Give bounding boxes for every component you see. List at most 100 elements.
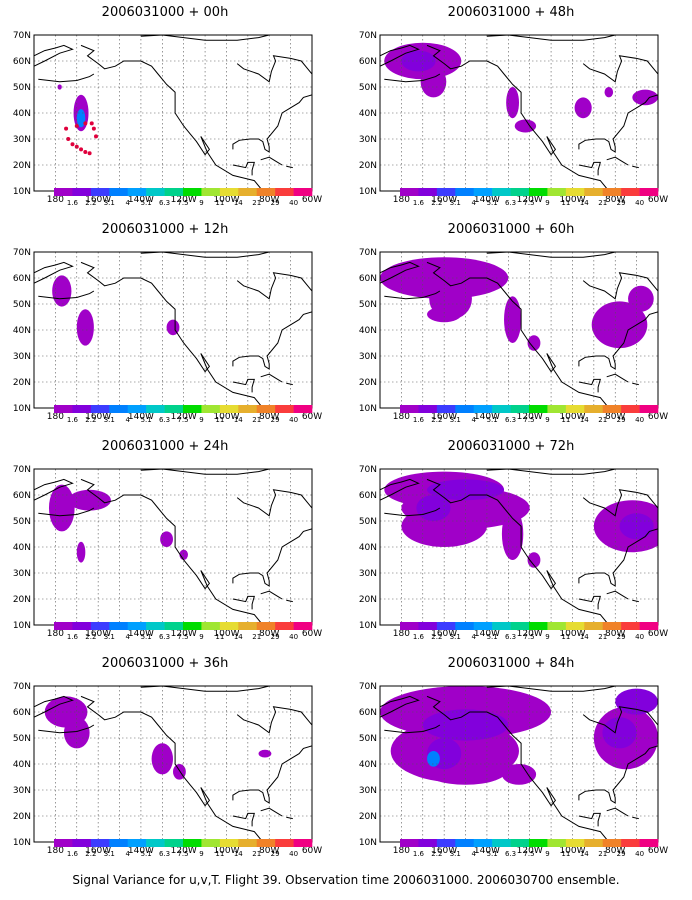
longitude-label: 120W: [517, 412, 543, 422]
colorbar-label: 1.6: [67, 633, 79, 641]
variance-shading: [628, 285, 654, 312]
latitude-label: 20N: [13, 812, 31, 822]
coastline: [140, 686, 270, 692]
latitude-label: 30N: [359, 135, 377, 145]
longitude-label: 160W: [85, 629, 111, 639]
colorbar-swatch: [639, 622, 659, 630]
longitude-label: 60W: [648, 412, 668, 422]
coastline: [578, 161, 601, 176]
map-panel: 2006031000 + 72h 70N 60N 50N 40N 30N 20N 10N 180…: [346, 439, 676, 649]
longitude-label: 100W: [213, 846, 239, 856]
colorbar-label: 7.5: [523, 199, 534, 207]
colorbar-swatch: [602, 622, 622, 630]
colorbar-swatch: [72, 839, 92, 847]
latitude-label: 30N: [13, 352, 31, 362]
longitude-label: 160W: [431, 195, 457, 205]
coastline: [80, 44, 264, 191]
latitude-label: 60N: [359, 274, 377, 284]
colorbar-label: 5.1: [487, 416, 498, 424]
colorbar-label: 14: [580, 416, 589, 424]
coastline: [380, 261, 420, 284]
colorbar-label: 1.6: [413, 850, 425, 858]
colorbar-label: 6.3: [505, 633, 516, 641]
colorbar-swatch: [584, 622, 604, 630]
latitude-label: 30N: [359, 786, 377, 796]
longitude-label: 180: [47, 629, 64, 639]
latitude-label: 60N: [359, 491, 377, 501]
longitude-label: 80W: [259, 195, 279, 205]
colorbar-label: 29: [617, 850, 626, 858]
colorbar: 1.6 2.2 3.1 4 5.1 6.3 7.5 9 11 14 21 29 40: [400, 405, 659, 424]
variance-shading: [258, 749, 272, 758]
coastline: [426, 261, 610, 408]
longitude-label: 100W: [559, 846, 585, 856]
colorbar-label: 9: [199, 633, 203, 641]
variance-shading: [76, 109, 86, 128]
latitude-label: 10N: [13, 404, 31, 414]
coastline: [34, 695, 74, 718]
variance-shading: [527, 335, 541, 351]
colorbar-label: 4: [471, 416, 476, 424]
coastline: [486, 686, 616, 692]
colorbar-swatch: [146, 839, 165, 847]
colorbar-swatch: [565, 188, 585, 196]
longitude-label: 80W: [259, 412, 279, 422]
variance-shading: [514, 119, 537, 133]
latitude-label: 10N: [13, 187, 31, 197]
colorbar-swatch: [602, 188, 622, 196]
colorbar-swatch: [256, 188, 276, 196]
map-plot: 70N 60N 50N 40N 30N 20N 10N 180 160W 140W 120W 100W…: [13, 682, 322, 856]
observation-point: [87, 151, 92, 156]
latitude-label: 60N: [13, 708, 31, 718]
colorbar-label: 7.5: [177, 633, 188, 641]
colorbar-swatch: [219, 839, 239, 847]
latitude-label: 30N: [359, 569, 377, 579]
longitude-label: 160W: [85, 195, 111, 205]
observation-point: [79, 147, 84, 152]
coastline: [582, 706, 658, 734]
colorbar-swatch: [510, 188, 530, 196]
colorbar-label: 7.5: [523, 850, 534, 858]
colorbar-swatch: [127, 405, 147, 413]
colorbar-label: 9: [545, 633, 549, 641]
variance-shading: [604, 87, 614, 98]
colorbar-swatch: [400, 839, 419, 847]
latitude-label: 70N: [13, 465, 31, 475]
colorbar-swatch: [584, 839, 604, 847]
variance-shading: [427, 306, 462, 323]
colorbar-swatch: [418, 405, 438, 413]
coastline: [578, 311, 658, 370]
colorbar-swatch: [90, 839, 110, 847]
latitude-label: 40N: [13, 109, 31, 119]
colorbar-swatch: [400, 188, 419, 196]
observation-point: [91, 126, 96, 131]
colorbar-label: 3.1: [450, 850, 461, 858]
longitude-label: 60W: [302, 195, 322, 205]
colorbar-swatch: [602, 839, 622, 847]
coastline: [486, 469, 616, 475]
coastline: [34, 478, 74, 501]
longitude-label: 60W: [302, 846, 322, 856]
colorbar-label: 2.2: [85, 199, 96, 207]
colorbar-swatch: [639, 405, 659, 413]
longitude-label: 180: [47, 412, 64, 422]
coastline: [384, 290, 441, 300]
colorbar-label: 9: [545, 416, 549, 424]
colorbar-label: 5.1: [141, 633, 152, 641]
colorbar-label: 1.6: [413, 416, 425, 424]
longitude-label: 100W: [213, 629, 239, 639]
longitude-label: 80W: [605, 629, 625, 639]
colorbar-swatch: [146, 622, 165, 630]
colorbar-swatch: [584, 405, 604, 413]
latitude-label: 60N: [13, 491, 31, 501]
colorbar: 1.6 2.2 3.1 4 5.1 6.3 7.5 9 11 14 21 29 40: [400, 622, 659, 641]
longitude-label: 140W: [128, 629, 154, 639]
colorbar-swatch: [621, 188, 640, 196]
latitude-label: 60N: [359, 57, 377, 67]
coastline: [384, 73, 441, 83]
coastline: [140, 35, 270, 41]
colorbar-swatch: [72, 622, 92, 630]
coastline: [38, 507, 95, 517]
colorbar-swatch: [201, 188, 221, 196]
colorbar-label: 11: [215, 850, 224, 858]
